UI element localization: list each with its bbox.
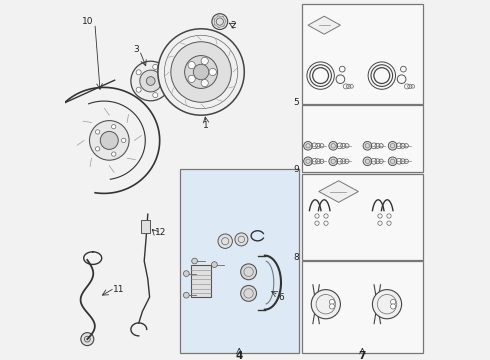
Text: 11: 11 [113, 285, 125, 294]
Circle shape [241, 285, 257, 301]
Circle shape [158, 29, 245, 115]
Circle shape [311, 289, 341, 319]
Circle shape [163, 78, 168, 84]
Text: 9: 9 [293, 165, 299, 174]
Circle shape [188, 75, 195, 82]
Polygon shape [308, 16, 341, 34]
Circle shape [122, 138, 126, 143]
Circle shape [183, 292, 189, 298]
Bar [302, 261, 423, 353]
Circle shape [304, 141, 312, 150]
Circle shape [304, 157, 312, 166]
Circle shape [218, 234, 232, 248]
Circle shape [212, 262, 217, 267]
Circle shape [235, 233, 248, 246]
Circle shape [192, 258, 197, 264]
Circle shape [391, 304, 396, 309]
Circle shape [136, 87, 141, 92]
Circle shape [329, 157, 338, 166]
Circle shape [363, 141, 372, 150]
Circle shape [153, 64, 158, 69]
Polygon shape [319, 181, 358, 202]
Circle shape [140, 70, 162, 92]
Circle shape [201, 80, 208, 87]
Circle shape [136, 70, 141, 75]
Text: 5: 5 [293, 98, 299, 107]
Circle shape [388, 141, 397, 150]
Text: 7: 7 [359, 351, 366, 360]
Circle shape [147, 77, 155, 85]
Circle shape [212, 14, 228, 30]
Circle shape [183, 271, 189, 276]
Text: 8: 8 [293, 253, 299, 262]
Circle shape [96, 147, 100, 151]
Circle shape [90, 121, 129, 160]
Circle shape [241, 264, 257, 280]
Text: 4: 4 [236, 351, 243, 360]
Circle shape [171, 42, 231, 102]
Text: 3: 3 [133, 45, 139, 54]
Circle shape [201, 57, 208, 64]
Text: 1: 1 [203, 122, 209, 130]
Text: 12: 12 [155, 228, 166, 237]
Circle shape [193, 64, 209, 80]
Circle shape [185, 55, 218, 89]
Circle shape [391, 300, 396, 305]
Circle shape [100, 131, 118, 149]
Circle shape [372, 289, 402, 319]
Circle shape [112, 125, 116, 129]
Circle shape [388, 157, 397, 166]
Bar [302, 4, 423, 104]
Bar [141, 220, 149, 233]
Circle shape [96, 130, 100, 134]
Circle shape [81, 333, 94, 346]
Circle shape [131, 61, 171, 101]
Circle shape [363, 157, 372, 166]
Circle shape [329, 304, 335, 309]
Bar [302, 174, 423, 260]
Text: 6: 6 [278, 292, 284, 302]
Circle shape [188, 62, 195, 69]
Circle shape [329, 141, 338, 150]
Bar [191, 265, 211, 297]
Circle shape [112, 152, 116, 156]
Circle shape [209, 68, 217, 76]
Bar [302, 105, 423, 172]
Circle shape [329, 300, 335, 305]
Bar [180, 169, 299, 353]
Text: 2: 2 [230, 21, 236, 30]
Circle shape [153, 93, 158, 98]
Text: 10: 10 [81, 17, 93, 26]
